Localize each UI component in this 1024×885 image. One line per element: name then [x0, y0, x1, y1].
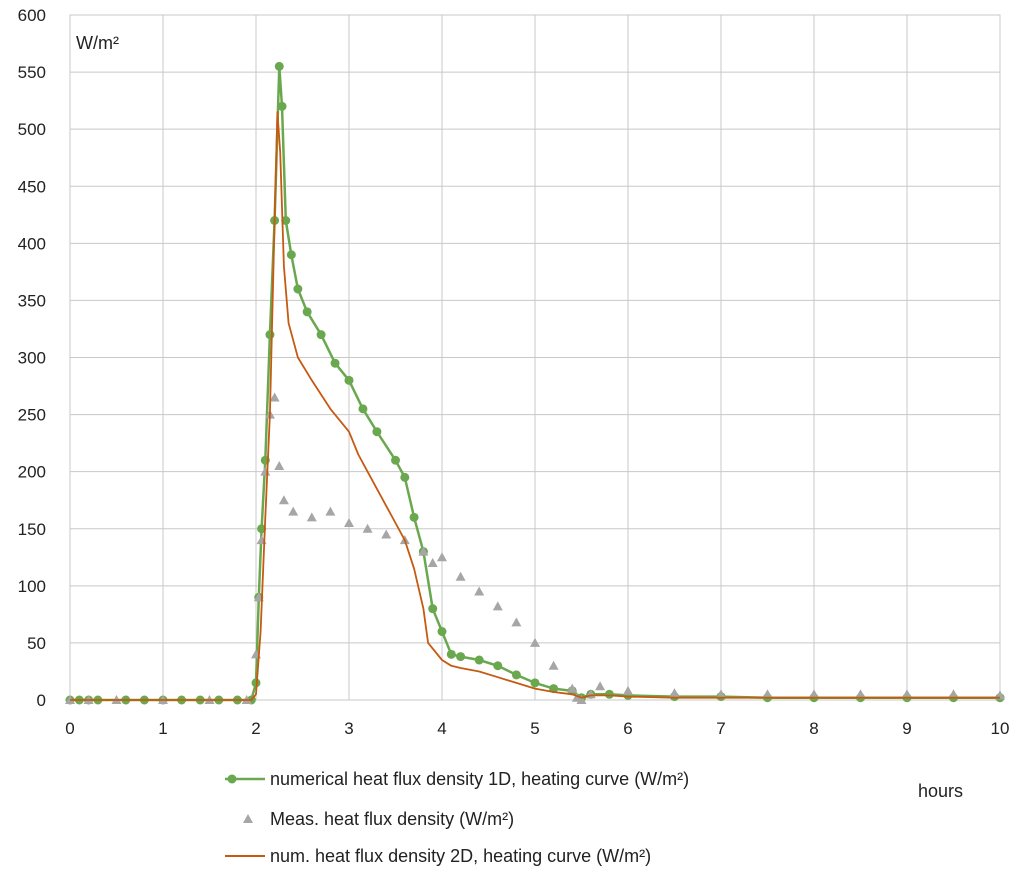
y-tick-label: 550 — [18, 63, 46, 82]
series-layer — [65, 61, 1005, 705]
y-axis-unit-label: W/m² — [76, 33, 119, 53]
data-point-triangle — [278, 495, 289, 505]
data-point-circle — [493, 661, 503, 671]
data-point-circle — [330, 358, 340, 368]
x-tick-label: 0 — [65, 719, 74, 738]
x-tick-label: 7 — [716, 719, 725, 738]
y-tick-label: 500 — [18, 120, 46, 139]
x-tick-label: 5 — [530, 719, 539, 738]
y-tick-label: 600 — [18, 6, 46, 25]
data-point-triangle — [325, 506, 336, 516]
legend-marker — [227, 774, 237, 784]
x-tick-label: 8 — [809, 719, 818, 738]
data-point-circle — [281, 216, 291, 225]
data-point-circle — [277, 101, 287, 111]
data-point-circle — [511, 670, 521, 680]
legend-label: num. heat flux density 2D, heating curve… — [270, 846, 651, 866]
x-tick-label: 4 — [437, 719, 446, 738]
data-point-circle — [604, 689, 614, 699]
data-point-triangle — [492, 601, 503, 611]
data-point-triangle — [548, 660, 559, 670]
series-3 — [70, 111, 1000, 701]
y-tick-label: 50 — [27, 634, 46, 653]
data-point-circle — [400, 472, 410, 482]
data-point-triangle — [288, 506, 299, 516]
data-point-triangle — [344, 518, 354, 528]
data-point-triangle — [762, 689, 773, 699]
legend-entry: num. heat flux density 2D, heating curve… — [225, 846, 651, 866]
data-point-circle — [344, 375, 354, 385]
data-point-circle — [274, 61, 284, 71]
data-point-circle — [530, 678, 540, 688]
data-point-circle — [372, 427, 382, 437]
x-tick-label: 2 — [251, 719, 260, 738]
data-point-circle — [257, 524, 267, 534]
data-point-triangle — [902, 689, 912, 699]
data-point-circle — [456, 652, 466, 662]
data-point-triangle — [595, 681, 606, 691]
data-point-triangle — [437, 552, 447, 562]
x-tick-label: 3 — [344, 719, 353, 738]
legend-marker — [243, 814, 253, 823]
legend-entry: Meas. heat flux density (W/m²) — [243, 809, 514, 829]
y-tick-label: 100 — [18, 577, 46, 596]
data-point-triangle — [381, 529, 392, 539]
data-point-circle — [265, 330, 275, 340]
y-tick-label: 200 — [18, 463, 46, 482]
data-point-triangle — [530, 637, 540, 647]
data-point-circle — [409, 512, 419, 522]
y-tick-label: 300 — [18, 349, 46, 368]
data-point-circle — [446, 649, 456, 659]
data-point-triangle — [418, 546, 429, 556]
y-tick-label: 450 — [18, 177, 46, 196]
data-point-triangle — [669, 688, 680, 698]
legend: numerical heat flux density 1D, heating … — [225, 769, 689, 866]
series-line — [70, 111, 1000, 701]
data-point-triangle — [855, 689, 866, 699]
y-tick-label: 350 — [18, 291, 46, 310]
grid-lines — [69, 14, 1001, 701]
data-point-triangle — [474, 586, 485, 596]
data-point-circle — [428, 604, 438, 614]
legend-label: numerical heat flux density 1D, heating … — [270, 769, 689, 789]
y-tick-label: 150 — [18, 520, 46, 539]
x-tick-label: 10 — [991, 719, 1010, 738]
data-point-triangle — [362, 523, 373, 533]
data-point-triangle — [306, 512, 317, 522]
y-tick-label: 400 — [18, 234, 46, 253]
data-point-circle — [302, 307, 312, 317]
data-point-triangle — [511, 617, 522, 627]
x-tick-label: 1 — [158, 719, 167, 738]
data-point-circle — [437, 627, 447, 636]
x-tick-label: 6 — [623, 719, 632, 738]
data-point-triangle — [576, 695, 587, 704]
data-point-triangle — [274, 460, 285, 470]
data-point-triangle — [427, 558, 438, 567]
y-tick-label: 0 — [37, 691, 46, 710]
data-point-triangle — [809, 689, 819, 699]
data-point-circle — [316, 330, 326, 340]
y-tick-label: 250 — [18, 406, 46, 425]
legend-entry: numerical heat flux density 1D, heating … — [225, 769, 689, 789]
data-point-triangle — [623, 685, 633, 695]
data-point-triangle — [567, 683, 578, 693]
data-point-triangle — [269, 392, 280, 402]
data-point-circle — [286, 250, 296, 260]
x-axis-unit-label: hours — [918, 781, 963, 801]
data-point-circle — [391, 455, 400, 465]
data-point-circle — [358, 404, 368, 414]
data-point-triangle — [455, 571, 466, 581]
legend-label: Meas. heat flux density (W/m²) — [270, 809, 514, 829]
data-point-triangle — [716, 689, 726, 699]
data-point-circle — [293, 284, 303, 294]
data-point-circle — [474, 655, 484, 665]
x-tick-label: 9 — [902, 719, 911, 738]
data-point-triangle — [948, 689, 959, 699]
axis-labels: 0 1 2 3 4 5 6 7 8 9 100501001502002503003504004505… — [18, 6, 1010, 738]
